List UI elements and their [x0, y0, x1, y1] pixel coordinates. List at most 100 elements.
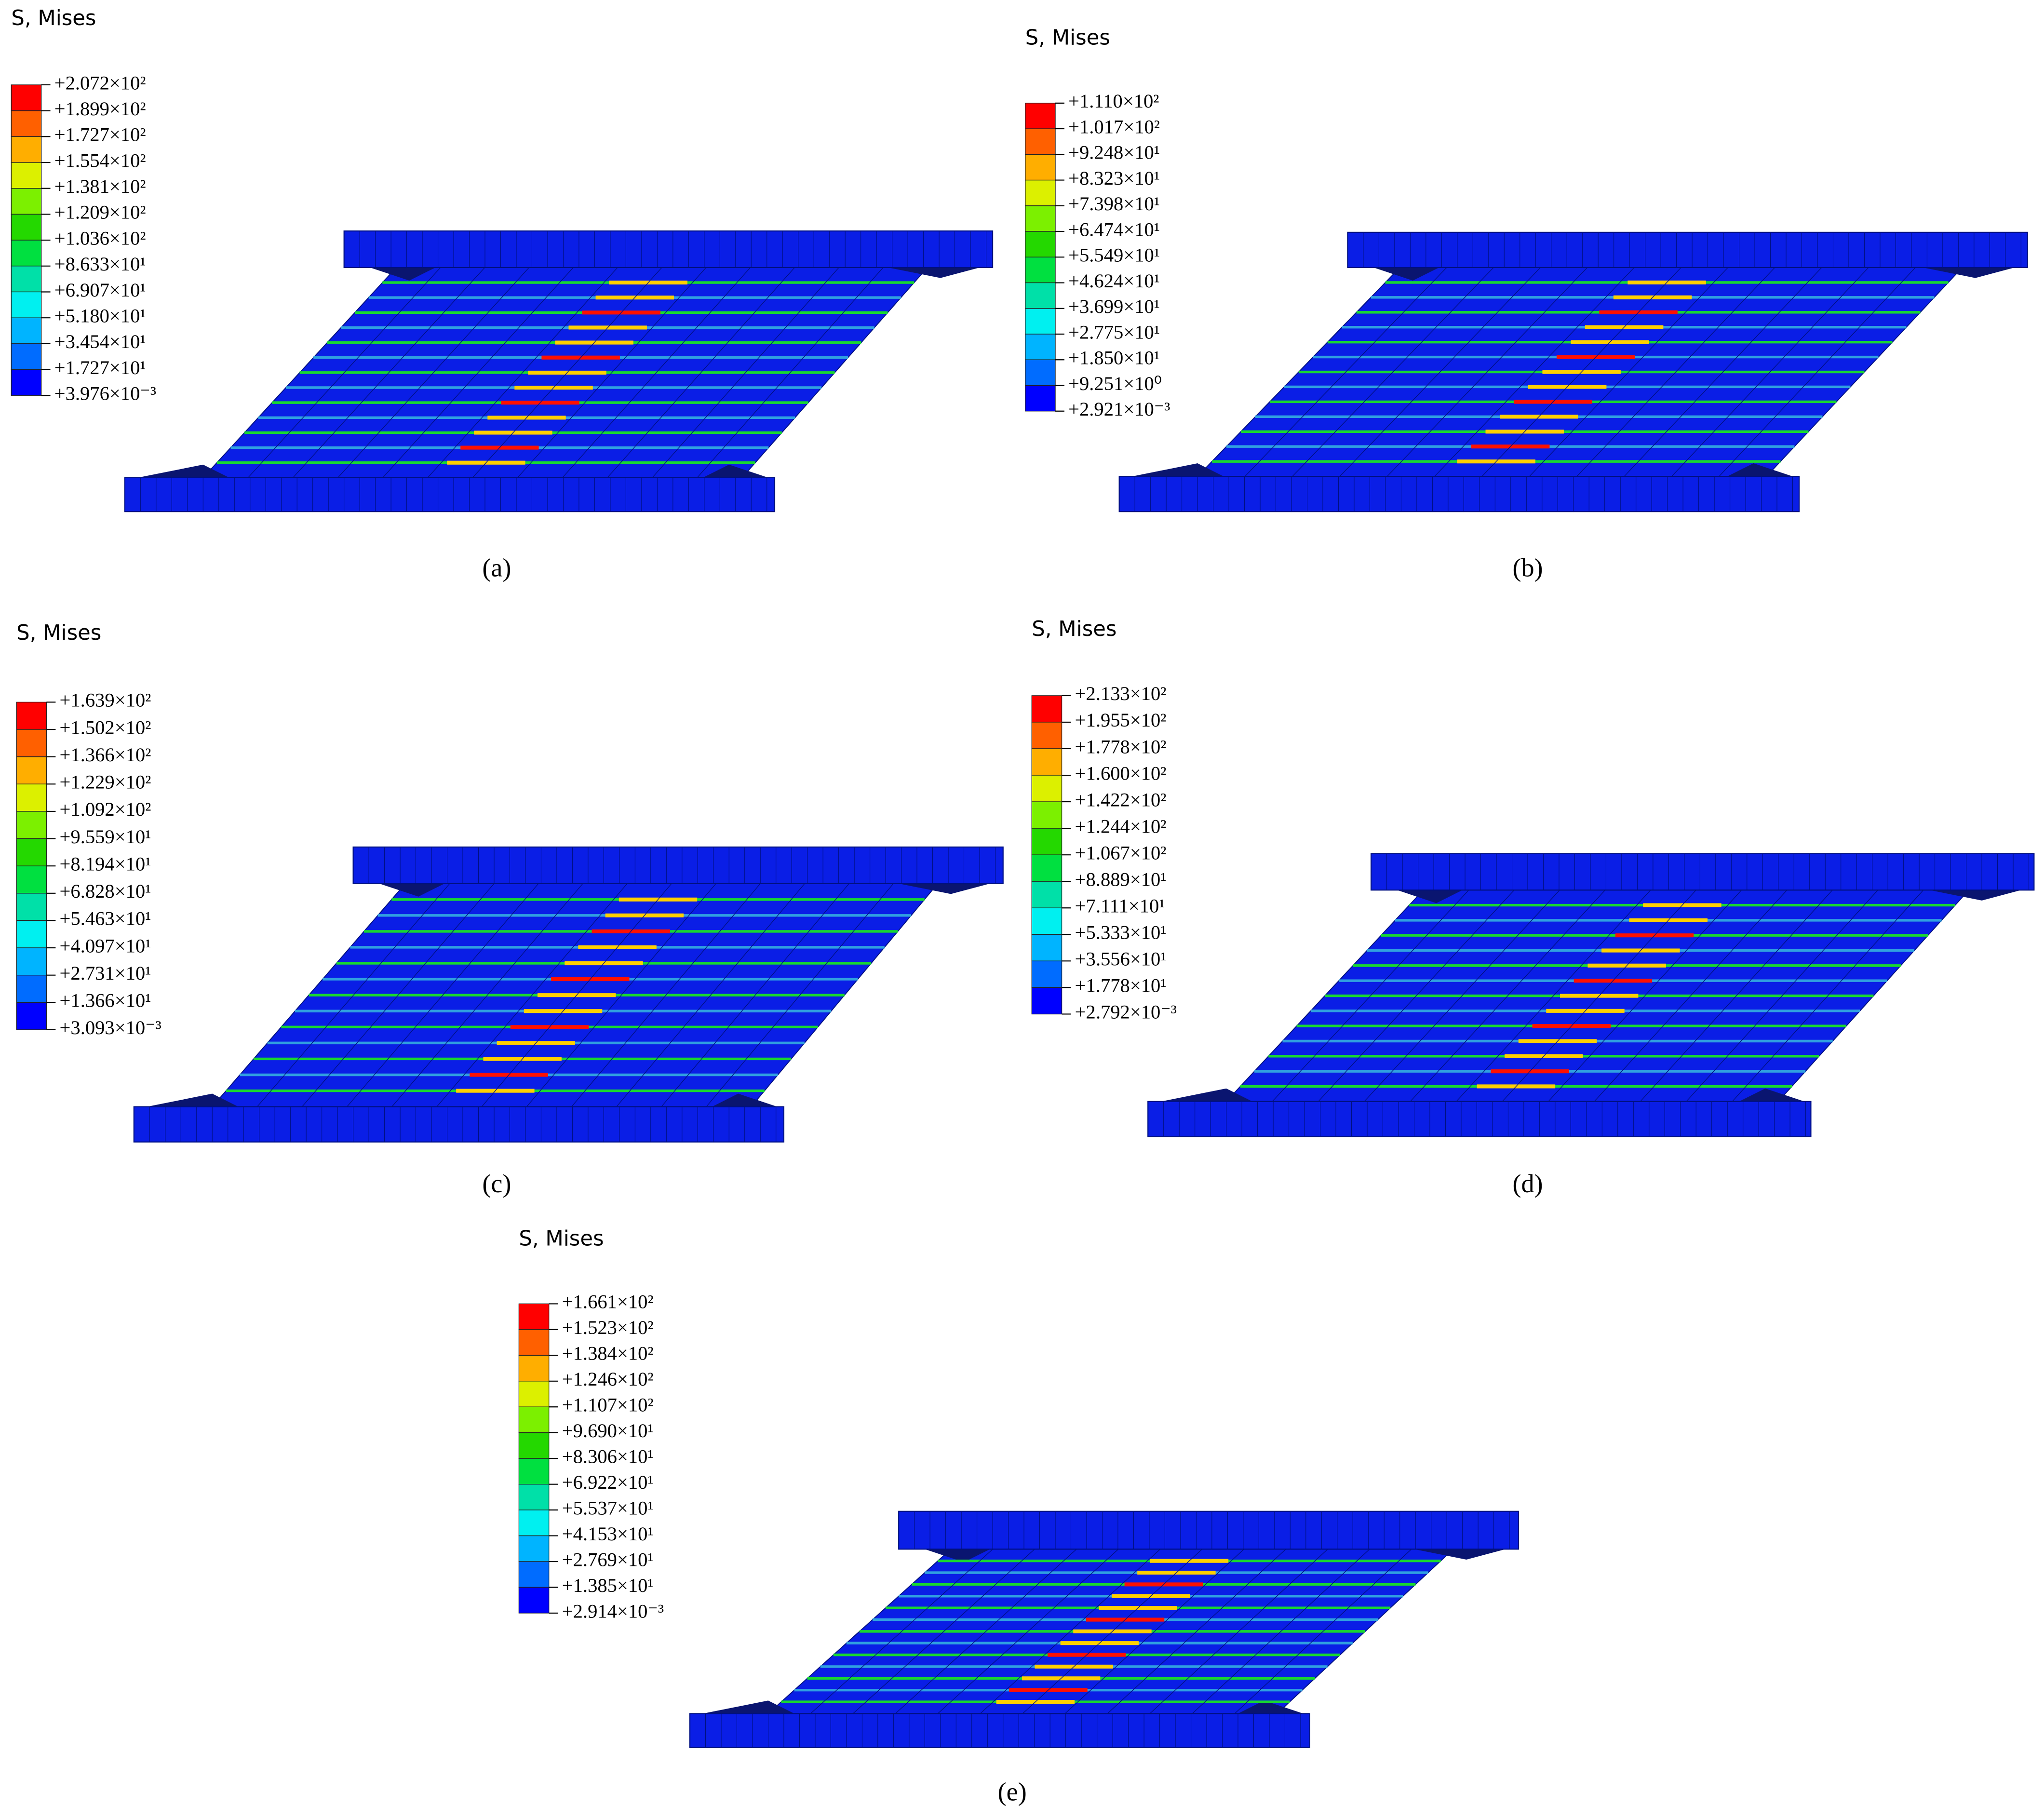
legend-label: +4.153×10¹: [562, 1523, 654, 1545]
legend-label: +1.381×10²: [54, 175, 146, 197]
legend-swatch: [518, 1535, 550, 1562]
loading-beam: [1147, 1101, 1812, 1137]
panel: S, Mises +2.133×10² +1.955×10² +1.778×10² +1…: [1031, 617, 2035, 1198]
legend-swatch: [518, 1561, 550, 1588]
legend-swatch: [1025, 282, 1056, 309]
mesh-col: [337, 267, 529, 478]
legend-swatch: [1031, 828, 1062, 855]
mesh-col: [391, 883, 583, 1107]
mesh-col: [1244, 267, 1447, 477]
panel: S, Mises +2.072×10² +1.899×10² +1.727×10² +1…: [11, 6, 994, 582]
legend-swatch: [1025, 256, 1056, 283]
legend-swatch: [518, 1355, 550, 1382]
fillet: [1397, 890, 1463, 903]
mesh-col: [1064, 1549, 1244, 1714]
mesh-col: [1671, 267, 1869, 477]
fillet: [1923, 267, 2015, 278]
legend-swatch: [11, 343, 42, 370]
legend-swatch: [1031, 722, 1062, 749]
legend-swatch: [16, 838, 47, 866]
mesh-col: [1387, 267, 1588, 477]
mesh-col: [1022, 1549, 1203, 1714]
legend-title: S, Mises: [1032, 617, 1116, 641]
mesh-col: [1107, 1549, 1286, 1714]
loading-beam: [133, 1106, 785, 1143]
mesh-col: [706, 883, 894, 1107]
mesh-col: [810, 1549, 993, 1714]
mesh-col: [1481, 267, 1681, 477]
legend-swatch: [1025, 128, 1056, 155]
legend-swatch: [11, 214, 42, 241]
fillet: [1739, 1088, 1804, 1102]
legend-label: +1.017×10²: [1068, 116, 1160, 137]
legend-swatch: [11, 291, 42, 318]
caption: (e): [998, 1778, 1027, 1806]
legend-label: +1.727×10²: [54, 124, 146, 146]
legend-label: +2.731×10¹: [60, 962, 151, 984]
mesh-col: [1719, 267, 1916, 477]
legend-label: +3.699×10¹: [1068, 296, 1160, 317]
mesh-col: [697, 267, 884, 478]
loading-beam: [124, 477, 776, 512]
legend-label: +1.092×10²: [60, 798, 151, 820]
legend-swatch: [518, 1381, 550, 1407]
mesh-col: [1456, 889, 1651, 1102]
legend-swatch: [1025, 231, 1056, 257]
legend-label: +8.633×10¹: [54, 253, 146, 275]
legend-label: +1.246×10²: [562, 1368, 654, 1390]
loading-beam: [1347, 231, 2028, 269]
legend-label: +5.537×10¹: [562, 1497, 654, 1519]
legend-label: +2.792×10⁻³: [1075, 1001, 1177, 1023]
legend-label: +1.727×10¹: [54, 357, 146, 378]
legend-swatch: [11, 240, 42, 267]
legend-label: +1.639×10²: [60, 689, 151, 711]
legend-label: +5.333×10¹: [1075, 922, 1167, 943]
legend-label: +6.474×10¹: [1068, 218, 1160, 240]
legend-swatch: [16, 974, 47, 1003]
legend-label: +1.955×10²: [1075, 709, 1167, 731]
legend-label: +3.454×10¹: [54, 331, 146, 352]
caption: (a): [482, 553, 511, 582]
legend-swatch: [1025, 103, 1056, 129]
legend-swatch: [11, 266, 42, 293]
mesh-col: [302, 883, 495, 1107]
legend-label: +1.036×10²: [54, 227, 146, 249]
legend-swatch: [518, 1303, 550, 1330]
legend-swatch: [1031, 881, 1062, 908]
fillet: [137, 464, 229, 478]
legend-label: +1.850×10¹: [1068, 347, 1160, 369]
legend-swatch: [16, 865, 47, 894]
legend-label: +5.180×10¹: [54, 305, 146, 326]
mesh-col: [1149, 1549, 1328, 1714]
mesh-col: [526, 883, 716, 1107]
mesh-col: [980, 1549, 1161, 1714]
legend-label: +1.778×10²: [1075, 736, 1167, 757]
legend-swatch: [1025, 205, 1056, 232]
legend-label: +1.110×10²: [1068, 90, 1159, 112]
legend-label: +2.775×10¹: [1068, 321, 1160, 343]
legend-swatch: [1025, 359, 1056, 386]
legend-label: +2.921×10⁻³: [1068, 398, 1170, 420]
fillet: [925, 1549, 990, 1562]
legend-label: +2.769×10¹: [562, 1549, 654, 1570]
legend-label: +1.107×10²: [562, 1394, 654, 1416]
legend-label: +3.976×10⁻³: [54, 383, 156, 404]
legend-swatch: [1025, 179, 1056, 206]
legend-label: +9.559×10¹: [60, 826, 151, 848]
fillet: [1727, 463, 1793, 477]
legend-label: +8.306×10¹: [562, 1446, 654, 1468]
fillet: [1161, 1088, 1252, 1102]
legend-label: +1.523×10²: [562, 1317, 654, 1338]
mesh-col: [1410, 889, 1606, 1102]
legend-label: +3.093×10⁻³: [60, 1017, 161, 1038]
legend-swatch: [11, 369, 42, 396]
legend-label: +1.899×10²: [54, 98, 146, 120]
mesh-col: [1318, 889, 1515, 1102]
mesh-col: [562, 267, 751, 478]
legend-title: S, Mises: [519, 1226, 604, 1251]
legend-swatch: [11, 84, 42, 111]
mesh-col: [293, 267, 485, 478]
legend-swatch: [518, 1587, 550, 1614]
legend-swatch: [1025, 385, 1056, 412]
